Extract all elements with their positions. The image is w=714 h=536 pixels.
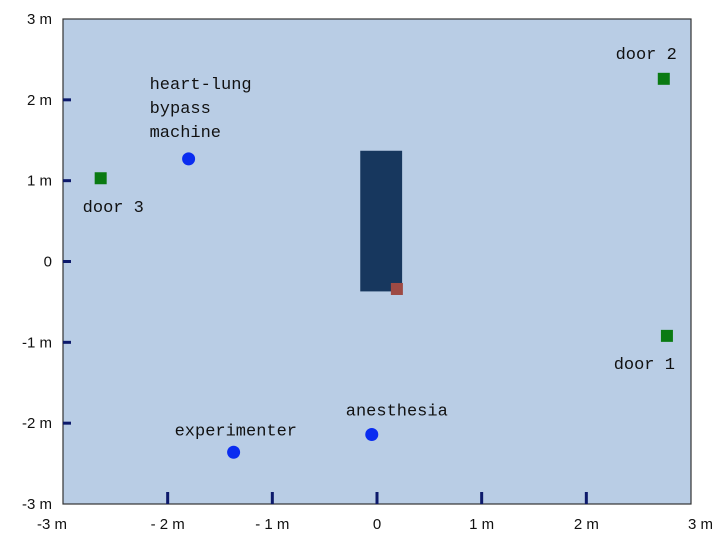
door-3-marker — [94, 172, 107, 185]
door-1-label: door 1 — [614, 356, 675, 375]
y-tick-label: 0 — [44, 254, 52, 271]
anesthesia-label: anesthesia — [346, 402, 448, 421]
door-1-marker — [660, 329, 673, 342]
operating-table — [360, 150, 403, 292]
door-2-label: door 2 — [616, 46, 677, 65]
y-tick-label: 2 m — [27, 92, 52, 109]
y-tick-label: 1 m — [27, 173, 52, 190]
y-tick-label: -3 m — [22, 496, 52, 513]
x-tick-label: 2 m — [574, 516, 599, 533]
x-tick-label: -3 m — [37, 516, 67, 533]
x-tick-label: 1 m — [469, 516, 494, 533]
x-tick-label: 3 m — [688, 516, 713, 533]
experimenter-marker — [227, 445, 241, 459]
heart-lung-bypass-machine-label: bypass — [150, 100, 211, 119]
door-2-marker — [657, 72, 670, 85]
x-tick-label: - 2 m — [151, 516, 185, 533]
heart-lung-bypass-machine-label: heart-lung — [150, 76, 252, 95]
y-tick-label: -2 m — [22, 415, 52, 432]
x-tick-label: - 1 m — [255, 516, 289, 533]
heart-lung-bypass-machine-marker — [182, 152, 196, 166]
subject-marker-marker — [390, 282, 403, 295]
experimenter-label: experimenter — [175, 422, 297, 441]
y-tick-label: 3 m — [27, 11, 52, 28]
anesthesia-marker — [365, 427, 379, 441]
y-tick-label: -1 m — [22, 334, 52, 351]
door-3-label: door 3 — [83, 199, 144, 218]
heart-lung-bypass-machine-label: machine — [150, 124, 221, 143]
x-tick-label: 0 — [373, 516, 381, 533]
